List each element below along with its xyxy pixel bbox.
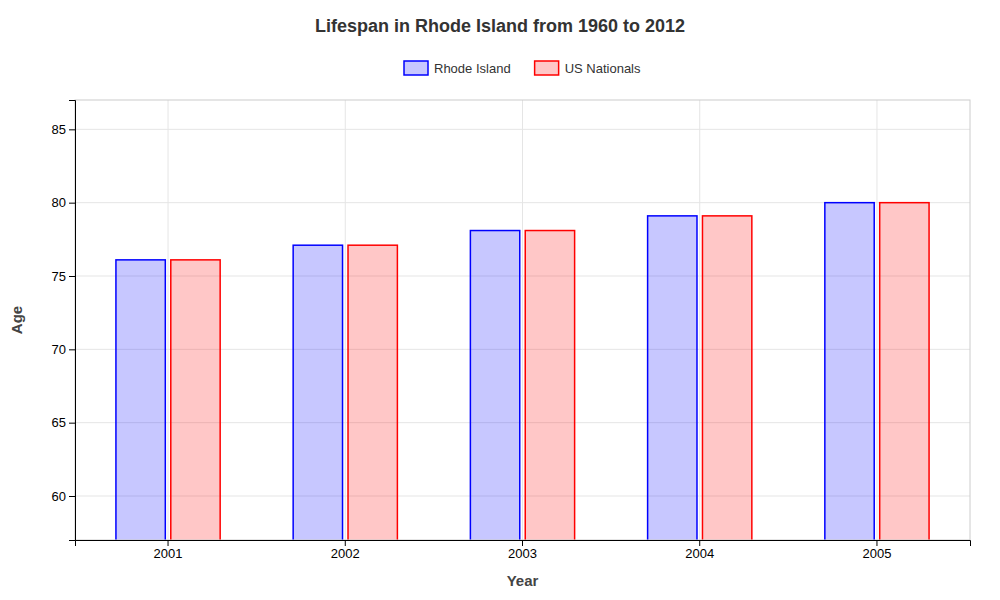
bar — [880, 203, 929, 540]
y-tick: 75 — [52, 269, 75, 284]
grid-line-x — [168, 100, 169, 540]
grid-line-x — [876, 100, 877, 540]
x-tick: 2005 — [862, 540, 891, 561]
y-tick: 85 — [52, 122, 75, 137]
series — [171, 203, 929, 540]
bars — [116, 203, 929, 540]
y-tick-line — [69, 349, 75, 350]
x-tick-label: 2004 — [685, 546, 714, 561]
plot: 2001 2002 2003 2004 2005 60 65 70 75 80 85 — [52, 100, 971, 600]
bar — [825, 203, 874, 540]
y-tick-label: 85 — [52, 122, 66, 137]
x-tick-line — [345, 540, 346, 546]
x-tick-line — [876, 540, 877, 546]
y-tick-line — [69, 276, 75, 277]
x-tick: 2002 — [331, 540, 360, 561]
x-axis: 2001 2002 2003 2004 2005 — [76, 540, 971, 561]
y-tick: 80 — [52, 195, 75, 210]
y-tick-line — [69, 129, 75, 130]
y-tick: 60 — [52, 489, 75, 504]
legend-swatch — [535, 61, 559, 75]
y-tick-line — [69, 423, 75, 424]
x-tick-label: 2005 — [862, 546, 891, 561]
x-tick: 2001 — [154, 540, 183, 561]
x-tick-label: 2001 — [154, 546, 183, 561]
plot-frame — [75, 100, 970, 540]
y-tick: 70 — [52, 342, 75, 357]
y-axis-label: Age — [8, 306, 25, 334]
y-tick-label: 75 — [52, 269, 66, 284]
legend-label: US Nationals — [565, 61, 641, 76]
legend-item: Rhode Island — [404, 61, 511, 76]
legend-label: Rhode Island — [434, 61, 511, 76]
y-tick-label: 80 — [52, 195, 66, 210]
x-tick-line — [522, 540, 523, 546]
x-tick-line — [168, 540, 169, 546]
y-tick-label: 70 — [52, 342, 66, 357]
x-tick-label: 2003 — [508, 546, 537, 561]
y-tick-label: 60 — [52, 489, 66, 504]
bar — [525, 231, 574, 540]
chart: Lifespan in Rhode Island from 1960 to 20… — [0, 0, 1000, 600]
grid-line-x — [345, 100, 346, 540]
bar — [116, 260, 165, 540]
x-axis-label: Year — [507, 572, 539, 589]
y-tick-line — [69, 203, 75, 204]
legend-swatch — [404, 61, 428, 75]
y-tick-line — [69, 496, 75, 497]
series — [116, 203, 874, 540]
x-tick-line — [699, 540, 700, 546]
bar — [470, 231, 519, 540]
y-axis: 60 65 70 75 80 85 — [52, 101, 76, 541]
bar — [171, 260, 220, 540]
title: Lifespan in Rhode Island from 1960 to 20… — [315, 16, 685, 36]
x-tick: 2003 — [508, 540, 537, 561]
bar — [348, 245, 397, 540]
y-tick-label: 65 — [52, 415, 66, 430]
legend: Rhode Island US Nationals — [404, 61, 641, 76]
legend-item: US Nationals — [535, 61, 641, 76]
x-tick: 2004 — [685, 540, 714, 561]
bar — [648, 216, 697, 540]
bar — [293, 245, 342, 540]
x-axis-line — [76, 541, 971, 547]
y-axis-line — [69, 101, 76, 541]
bar — [702, 216, 751, 540]
y-tick: 65 — [52, 415, 75, 430]
grid-line-x — [699, 100, 700, 540]
x-tick-label: 2002 — [331, 546, 360, 561]
grid-line-x — [522, 100, 523, 540]
